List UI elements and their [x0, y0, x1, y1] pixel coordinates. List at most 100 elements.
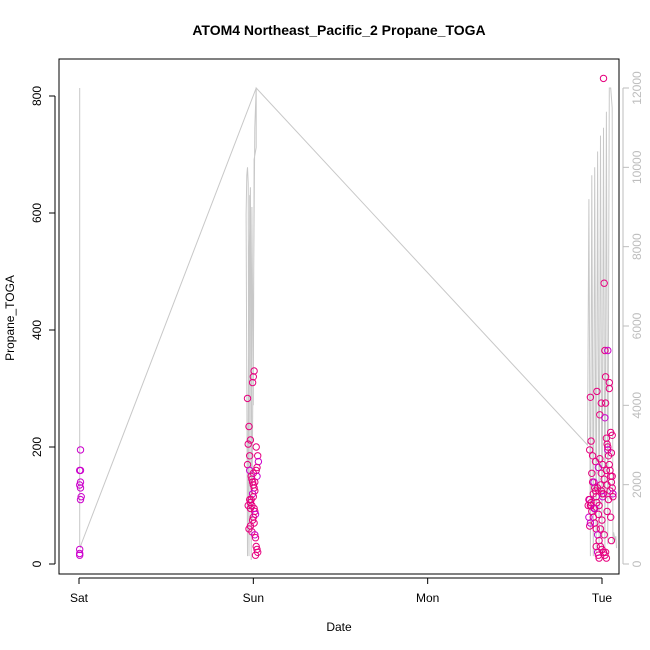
data-point	[595, 554, 603, 562]
y2-tick-label: 12000	[630, 71, 644, 105]
data-point	[588, 452, 597, 460]
data-point	[76, 478, 85, 486]
data-point	[77, 493, 85, 501]
x-tick-label: Tue	[592, 591, 613, 605]
data-point	[76, 549, 84, 558]
data-point	[602, 554, 611, 562]
data-point	[603, 440, 611, 448]
data-point	[599, 493, 607, 501]
data-point	[593, 484, 602, 492]
data-point	[253, 463, 261, 472]
data-point	[608, 472, 616, 480]
data-point	[601, 414, 609, 422]
data-point	[243, 394, 252, 403]
y-tick-label: 200	[30, 437, 44, 457]
data-point	[244, 501, 252, 510]
data-point	[586, 393, 595, 401]
data-point	[603, 507, 611, 516]
data-point	[587, 498, 595, 507]
data-point	[76, 484, 85, 492]
data-point	[250, 367, 258, 375]
data-point	[251, 551, 260, 559]
data-point	[607, 536, 616, 545]
x-axis: Sat Sun Mon Tue	[70, 577, 613, 605]
y2-tick-label: 4000	[630, 392, 644, 419]
data-point	[604, 443, 612, 451]
data-point	[604, 346, 612, 355]
data-point	[588, 469, 596, 477]
data-point	[594, 510, 603, 518]
data-point	[604, 495, 613, 504]
y-axis-label: Propane_TOGA	[3, 275, 17, 361]
y2-tick-label: 2000	[630, 471, 644, 498]
data-point	[76, 466, 85, 475]
y-tick-label: 400	[30, 320, 44, 340]
data-point	[600, 475, 608, 483]
data-point	[599, 74, 608, 83]
data-point	[600, 531, 608, 539]
chart-title: ATOM4 Northeast_Pacific_2 Propane_TOGA	[192, 22, 485, 38]
series-line-layer	[79, 86, 617, 561]
y-axis: 0 200 400 600 800	[30, 86, 56, 567]
data-point	[607, 449, 616, 457]
data-point	[249, 469, 258, 477]
series-line	[79, 86, 617, 561]
data-point	[599, 460, 607, 469]
data-point	[608, 431, 616, 439]
data-point	[605, 378, 613, 387]
y2-tick-label: 8000	[630, 233, 644, 260]
data-point	[76, 446, 85, 454]
data-point	[596, 455, 604, 463]
data-point	[605, 384, 613, 393]
data-point	[251, 478, 259, 486]
data-point	[587, 437, 595, 445]
data-point	[252, 443, 260, 451]
data-point	[254, 452, 262, 460]
data-point	[246, 436, 255, 444]
x-tick-label: Sun	[243, 591, 264, 605]
data-point	[249, 373, 258, 381]
data-point	[76, 545, 84, 554]
data-point	[598, 516, 606, 524]
data-point	[586, 519, 595, 527]
plot-frame	[58, 58, 620, 575]
data-point	[591, 484, 599, 492]
data-point	[600, 279, 608, 287]
data-point	[593, 387, 601, 396]
data-point	[592, 542, 600, 551]
y2-tick-label: 0	[630, 560, 644, 567]
data-point	[601, 548, 610, 556]
x-tick-label: Sat	[70, 591, 89, 605]
data-point	[603, 481, 611, 489]
data-point	[248, 378, 257, 387]
data-point	[246, 452, 254, 460]
y-tick-label: 800	[30, 86, 44, 106]
data-point	[601, 373, 610, 381]
points-layer	[76, 74, 617, 562]
data-point	[607, 513, 615, 521]
y-tick-label: 600	[30, 203, 44, 223]
data-point	[595, 501, 603, 510]
data-point	[244, 440, 252, 448]
data-point	[76, 495, 85, 504]
data-point	[590, 478, 598, 486]
data-point	[586, 446, 594, 454]
data-point	[251, 534, 260, 542]
data-point	[606, 487, 614, 495]
y2-axis-right: 0 2000 4000 6000 8000 10000 12000	[622, 71, 644, 567]
data-point	[596, 525, 605, 533]
y2-tick-label: 6000	[630, 312, 644, 339]
data-point	[249, 513, 258, 521]
data-point	[599, 490, 608, 498]
data-point	[251, 531, 259, 539]
data-point	[601, 399, 610, 407]
data-point	[597, 399, 605, 407]
data-point	[245, 422, 253, 431]
data-point	[601, 346, 609, 355]
y2-tick-label: 10000	[630, 150, 644, 184]
x-tick-label: Mon	[416, 591, 439, 605]
x-axis-label: Date	[326, 620, 352, 634]
data-point	[76, 481, 84, 489]
